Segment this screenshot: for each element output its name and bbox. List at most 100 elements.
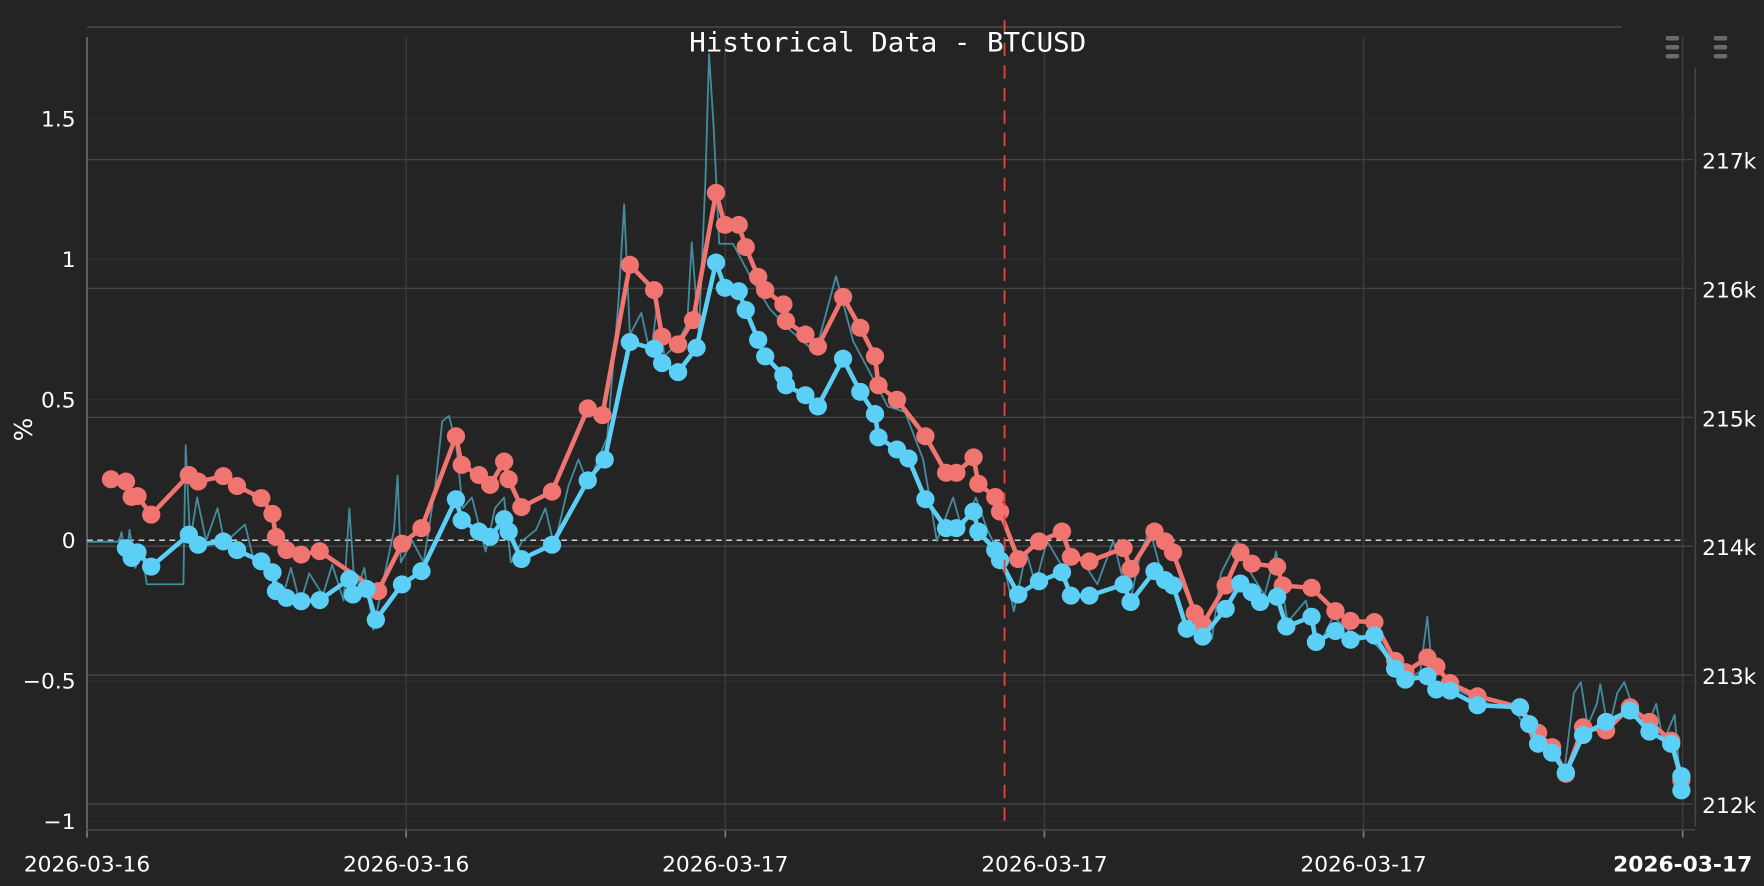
data-point	[851, 318, 870, 337]
data-point	[833, 287, 853, 306]
data-point	[776, 312, 796, 331]
data-point	[392, 575, 412, 594]
data-point	[1163, 543, 1183, 562]
axis-menu-button[interactable]	[1713, 35, 1728, 59]
data-point	[578, 399, 597, 418]
y2-tick-label: 213k	[1702, 665, 1757, 690]
data-point	[865, 347, 885, 366]
data-point	[1231, 543, 1250, 562]
data-point	[1640, 722, 1659, 741]
series-1	[116, 253, 1691, 800]
data-point	[969, 474, 988, 493]
data-point	[1542, 743, 1562, 762]
data-point	[865, 405, 885, 424]
data-point	[446, 490, 466, 509]
data-point	[343, 585, 363, 604]
data-point	[357, 579, 376, 598]
data-point	[1061, 586, 1081, 605]
data-point	[292, 592, 311, 611]
data-point	[644, 339, 664, 358]
data-point	[1193, 627, 1212, 646]
data-point	[480, 475, 500, 494]
data-point	[1556, 763, 1576, 782]
data-point	[776, 376, 796, 395]
data-point	[796, 325, 815, 344]
data-point	[1662, 734, 1681, 753]
data-point	[916, 490, 935, 509]
data-point	[1061, 547, 1081, 566]
data-point	[1341, 611, 1360, 630]
y-tick-label: −1	[44, 810, 76, 835]
y2-tick-label: 216k	[1702, 279, 1757, 304]
data-point	[1365, 626, 1384, 645]
data-point	[668, 335, 688, 354]
data-point	[499, 522, 518, 541]
data-point	[851, 382, 870, 401]
data-point	[947, 463, 966, 482]
data-point	[593, 406, 612, 425]
data-point	[668, 363, 688, 382]
data-point	[1520, 715, 1539, 734]
data-point	[620, 333, 640, 352]
data-point	[774, 295, 793, 314]
y2-tick-label: 217k	[1702, 150, 1757, 175]
data-point	[683, 311, 703, 330]
data-point	[736, 238, 755, 257]
data-point	[899, 449, 918, 468]
data-point	[986, 487, 1005, 506]
data-point	[1440, 681, 1460, 700]
data-point	[340, 570, 359, 589]
data-point	[1326, 622, 1345, 641]
data-point	[263, 563, 282, 582]
data-point	[263, 504, 282, 523]
y2-tick-label: 212k	[1702, 794, 1757, 819]
data-point	[706, 253, 726, 272]
data-point	[1672, 781, 1691, 800]
data-point	[214, 532, 233, 551]
x-tick-label: 2026-03-16	[24, 853, 150, 878]
x-tick-label: 2026-03-17	[662, 853, 788, 878]
data-point	[736, 301, 755, 320]
data-point	[1052, 563, 1072, 582]
data-point	[1418, 667, 1437, 686]
data-point	[1596, 712, 1616, 731]
data-point	[729, 282, 748, 301]
data-point	[1326, 602, 1345, 621]
data-point	[644, 281, 664, 300]
series-layer	[87, 53, 1691, 800]
data-point	[1216, 599, 1235, 618]
data-point	[1163, 576, 1183, 595]
x-tick-label: 2026-03-17	[981, 853, 1107, 878]
data-point	[480, 527, 500, 546]
tick-labels: 2026-03-16 2026-03-16 2026-03-17 2026-03-17…	[23, 108, 1757, 878]
y-tick-label: −0.5	[23, 670, 76, 695]
data-point	[142, 505, 161, 524]
data-point	[188, 472, 208, 491]
data-point	[292, 545, 311, 564]
y-tick-label: 1.5	[41, 108, 76, 133]
data-point	[796, 386, 815, 405]
data-point	[1528, 734, 1548, 753]
data-point	[1250, 593, 1270, 612]
data-point	[1510, 698, 1530, 717]
y2-tick-label: 215k	[1702, 408, 1757, 433]
data-point	[1302, 607, 1321, 626]
y-axis-label: %	[9, 418, 38, 441]
data-point	[964, 502, 983, 521]
data-point	[1620, 701, 1640, 720]
data-point	[116, 472, 136, 491]
data-point	[452, 455, 471, 474]
plot-menu-button[interactable]	[1665, 35, 1680, 59]
data-point	[578, 471, 597, 490]
data-point	[1302, 578, 1321, 597]
data-point	[595, 450, 614, 469]
data-point	[1396, 670, 1415, 689]
data-point	[227, 477, 247, 496]
data-point	[652, 354, 672, 373]
data-point	[1468, 696, 1487, 715]
data-point	[1306, 633, 1326, 652]
x-tick-label: 2026-03-16	[343, 853, 469, 878]
data-point	[252, 489, 271, 508]
hamburger-menu-icon	[1665, 35, 1680, 59]
